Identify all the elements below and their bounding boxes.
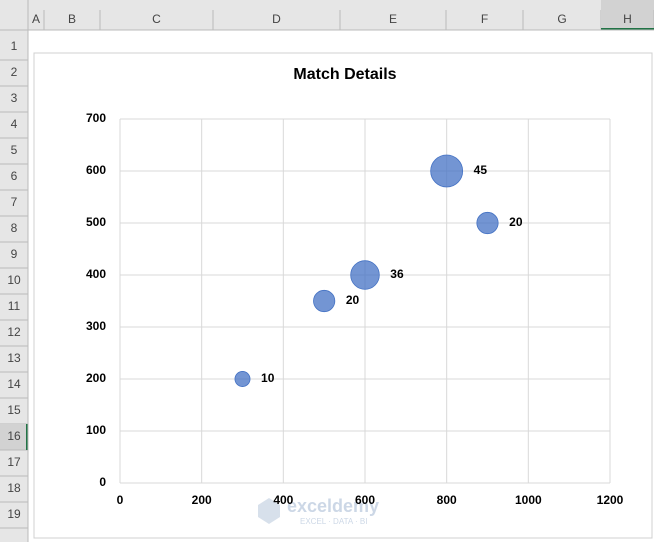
row-header: 2 [11,65,18,79]
row-header: 7 [11,195,18,209]
selected-row-header [0,424,28,450]
watermark: exceldemy EXCEL · DATA · BI [258,496,379,526]
column-header: A [32,12,40,26]
y-tick-label: 500 [86,215,106,229]
row-header: 3 [11,91,18,105]
row-header: 6 [11,169,18,183]
row-header: 8 [11,221,18,235]
column-header: F [481,12,488,26]
data-label: 45 [474,163,488,177]
watermark-name: exceldemy [287,496,379,516]
column-header: C [152,12,161,26]
y-tick-label: 400 [86,267,106,281]
chart-title: Match Details [293,66,396,83]
y-tick-label: 200 [86,371,106,385]
x-tick-label: 1000 [515,493,542,507]
row-header: 11 [8,299,21,313]
column-header: H [623,12,632,26]
watermark-tagline: EXCEL · DATA · BI [300,517,367,526]
column-header: D [272,12,281,26]
selected-column-header [601,0,654,30]
row-header: 1 [11,39,18,53]
column-header: B [68,12,76,26]
data-label: 10 [261,371,275,385]
y-tick-label: 700 [86,111,106,125]
column-header-bar [0,0,654,30]
watermark-logo [258,498,280,524]
x-tick-label: 800 [437,493,457,507]
x-tick-label: 200 [192,493,212,507]
y-tick-label: 100 [86,423,106,437]
row-header: 15 [7,403,21,417]
x-tick-label: 1200 [597,493,624,507]
y-tick-label: 300 [86,319,106,333]
y-tick-label: 600 [86,163,106,177]
data-label: 20 [509,215,523,229]
row-header: 4 [11,117,18,131]
row-header: 13 [7,351,21,365]
column-header: G [557,12,566,26]
row-header: 12 [7,325,21,339]
chart-area[interactable] [33,52,653,539]
row-header: 17 [7,455,21,469]
bubble [234,371,251,387]
x-tick-label: 0 [117,493,124,507]
bubble [350,260,380,290]
bubble [430,154,464,188]
row-header-bar [0,0,28,542]
bubble [313,289,336,313]
row-header: 16 [7,429,21,443]
data-label: 20 [346,293,360,307]
row-header: 14 [7,377,21,391]
data-label: 36 [390,267,404,281]
row-header: 18 [7,481,21,495]
row-header: 10 [7,273,21,287]
x-tick-label: 400 [273,493,293,507]
x-tick-label: 600 [355,493,375,507]
row-header: 19 [7,507,21,521]
bubble [476,211,499,235]
column-header: E [389,12,397,26]
row-header: 9 [11,247,18,261]
row-header: 5 [11,143,18,157]
y-tick-label: 0 [99,475,106,489]
